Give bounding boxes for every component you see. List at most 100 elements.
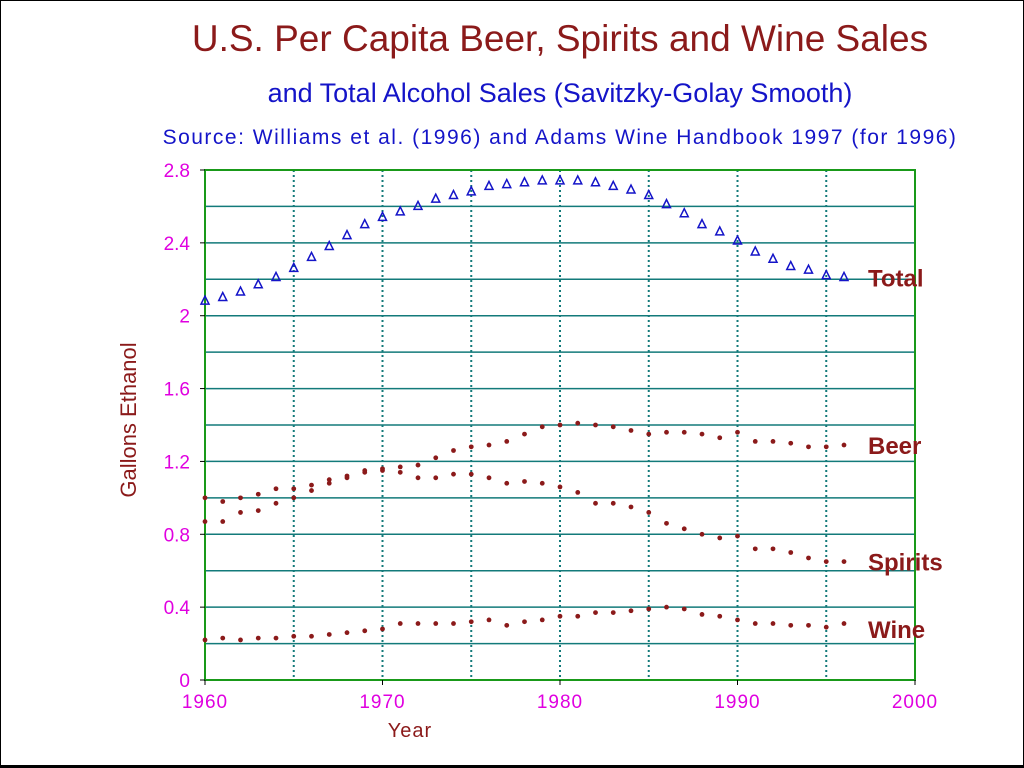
- beer-point: [326, 480, 332, 486]
- total-point: [253, 278, 264, 289]
- spirits-point: [681, 526, 687, 532]
- y-tick-label: 2.8: [164, 161, 190, 182]
- spirits-point: [486, 475, 492, 481]
- total-point: [501, 177, 512, 189]
- total-point: [306, 250, 317, 262]
- beer-point: [646, 431, 652, 437]
- wine-point: [433, 621, 439, 626]
- spirits-point: [752, 546, 758, 552]
- total-point: [324, 239, 335, 251]
- wine-point: [309, 633, 314, 639]
- spirits-point: [255, 491, 261, 497]
- beer-point: [202, 519, 208, 524]
- wine-point: [415, 621, 421, 626]
- total-point: [750, 245, 761, 256]
- spirits-point: [841, 559, 847, 565]
- total-point: [679, 207, 690, 218]
- wine-point: [326, 632, 332, 637]
- total-point: [554, 174, 566, 185]
- wine-point: [539, 617, 545, 623]
- spirits-point: [451, 471, 456, 477]
- series-label-beer: Beer: [868, 433, 921, 460]
- spirits-point: [309, 482, 314, 488]
- total-point: [625, 183, 637, 194]
- y-tick-label: 2.4: [164, 234, 191, 255]
- wine-point: [681, 606, 687, 612]
- total-point: [377, 210, 388, 222]
- wine-point: [610, 610, 616, 616]
- spirits-point: [788, 550, 794, 555]
- beer-point: [788, 440, 794, 446]
- spirits-point: [415, 475, 421, 481]
- total-point: [430, 192, 441, 203]
- total-point: [696, 217, 708, 229]
- wine-point: [255, 635, 261, 641]
- total-point: [448, 188, 459, 200]
- total-point: [395, 205, 406, 216]
- beer-point: [522, 431, 527, 437]
- spirits-point: [344, 473, 350, 479]
- spirits-point: [646, 510, 652, 515]
- chart-subtitle: and Total Alcohol Sales (Savitzky-Golay …: [267, 78, 853, 108]
- beer-point: [451, 448, 456, 453]
- wine-point: [646, 606, 652, 612]
- total-point: [643, 188, 654, 200]
- wine-point: [770, 621, 776, 626]
- y-tick-label: 1.2: [164, 452, 190, 473]
- beer-point: [735, 429, 740, 435]
- total-point: [714, 225, 725, 236]
- beer-point: [433, 455, 439, 461]
- wine-point: [380, 626, 385, 632]
- wine-point: [593, 610, 598, 616]
- spirits-point: [823, 559, 829, 565]
- wine-point: [628, 608, 634, 614]
- y-axis-label: Gallons Ethanol: [116, 342, 141, 497]
- x-tick-label: 1960: [182, 692, 228, 713]
- beer-point: [806, 444, 811, 450]
- wine-point: [220, 635, 226, 641]
- spirits-point: [610, 500, 616, 506]
- beer-point: [717, 435, 723, 441]
- spirits-point: [575, 489, 581, 495]
- beer-point: [309, 488, 314, 493]
- x-tick-label: 1980: [537, 692, 583, 713]
- y-tick-label: 0.4: [164, 598, 191, 619]
- beer-point: [255, 508, 261, 514]
- beer-point: [699, 431, 705, 437]
- wine-point: [291, 633, 297, 639]
- spirits-point: [326, 477, 332, 483]
- beer-point: [291, 495, 297, 501]
- wine-point: [202, 637, 208, 643]
- total-point: [466, 185, 477, 196]
- beer-point: [238, 510, 243, 515]
- spirits-point: [717, 535, 723, 541]
- beer-point: [823, 444, 829, 450]
- spirits-point: [522, 479, 527, 484]
- y-tick-label: 1.6: [164, 380, 190, 401]
- beer-point: [397, 464, 403, 470]
- total-point: [537, 174, 548, 185]
- series-label-spirits: Spirits: [868, 550, 943, 577]
- total-point: [608, 179, 619, 191]
- spirits-point: [220, 499, 226, 504]
- wine-point: [557, 613, 563, 619]
- spirits-point: [238, 495, 243, 501]
- beer-point: [628, 428, 634, 433]
- x-tick-label: 1990: [714, 692, 760, 713]
- total-point: [519, 176, 530, 187]
- wine-point: [362, 628, 368, 634]
- total-point: [838, 270, 850, 282]
- total-point: [803, 263, 814, 274]
- total-point: [732, 234, 743, 245]
- wine-point: [699, 612, 705, 617]
- wine-point: [806, 622, 811, 628]
- wine-point: [397, 621, 403, 626]
- total-point: [821, 268, 832, 280]
- x-tick-label: 1970: [359, 692, 405, 713]
- wine-point: [504, 622, 510, 628]
- wine-point: [664, 604, 669, 610]
- wine-point: [752, 621, 758, 626]
- wine-point: [735, 617, 740, 623]
- beer-point: [273, 500, 279, 506]
- wine-point: [486, 617, 492, 623]
